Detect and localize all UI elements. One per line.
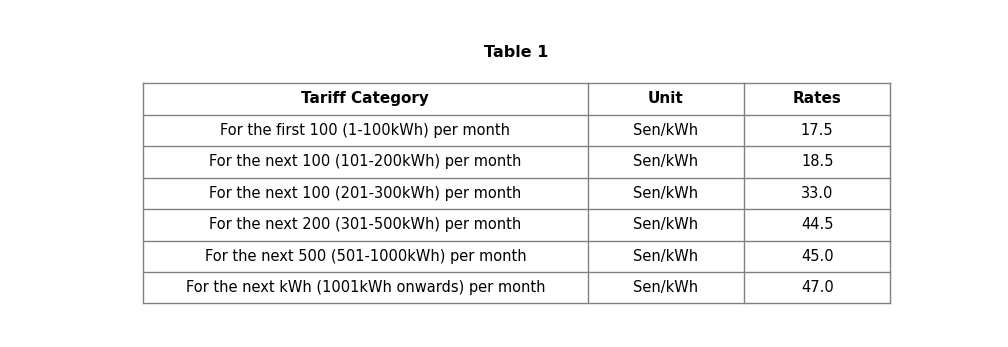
Text: Rates: Rates — [792, 91, 842, 106]
Text: 17.5: 17.5 — [801, 123, 834, 138]
Text: Sen/kWh: Sen/kWh — [633, 280, 699, 295]
Text: Sen/kWh: Sen/kWh — [633, 154, 699, 169]
Text: For the next 100 (101-200kWh) per month: For the next 100 (101-200kWh) per month — [210, 154, 521, 169]
Text: 45.0: 45.0 — [801, 249, 834, 264]
Text: For the next 200 (301-500kWh) per month: For the next 200 (301-500kWh) per month — [210, 217, 521, 232]
Text: For the next 500 (501-1000kWh) per month: For the next 500 (501-1000kWh) per month — [205, 249, 526, 264]
Text: Tariff Category: Tariff Category — [301, 91, 429, 106]
Text: Sen/kWh: Sen/kWh — [633, 249, 699, 264]
Text: Sen/kWh: Sen/kWh — [633, 123, 699, 138]
Text: For the next 100 (201-300kWh) per month: For the next 100 (201-300kWh) per month — [210, 186, 521, 201]
Text: Unit: Unit — [648, 91, 683, 106]
Text: 33.0: 33.0 — [801, 186, 834, 201]
Text: 47.0: 47.0 — [800, 280, 834, 295]
Text: Sen/kWh: Sen/kWh — [633, 186, 699, 201]
Text: 44.5: 44.5 — [801, 217, 834, 232]
Text: 18.5: 18.5 — [801, 154, 834, 169]
Text: For the next kWh (1001kWh onwards) per month: For the next kWh (1001kWh onwards) per m… — [185, 280, 545, 295]
Text: Sen/kWh: Sen/kWh — [633, 217, 699, 232]
Text: For the first 100 (1-100kWh) per month: For the first 100 (1-100kWh) per month — [221, 123, 510, 138]
Text: Table 1: Table 1 — [485, 45, 548, 60]
